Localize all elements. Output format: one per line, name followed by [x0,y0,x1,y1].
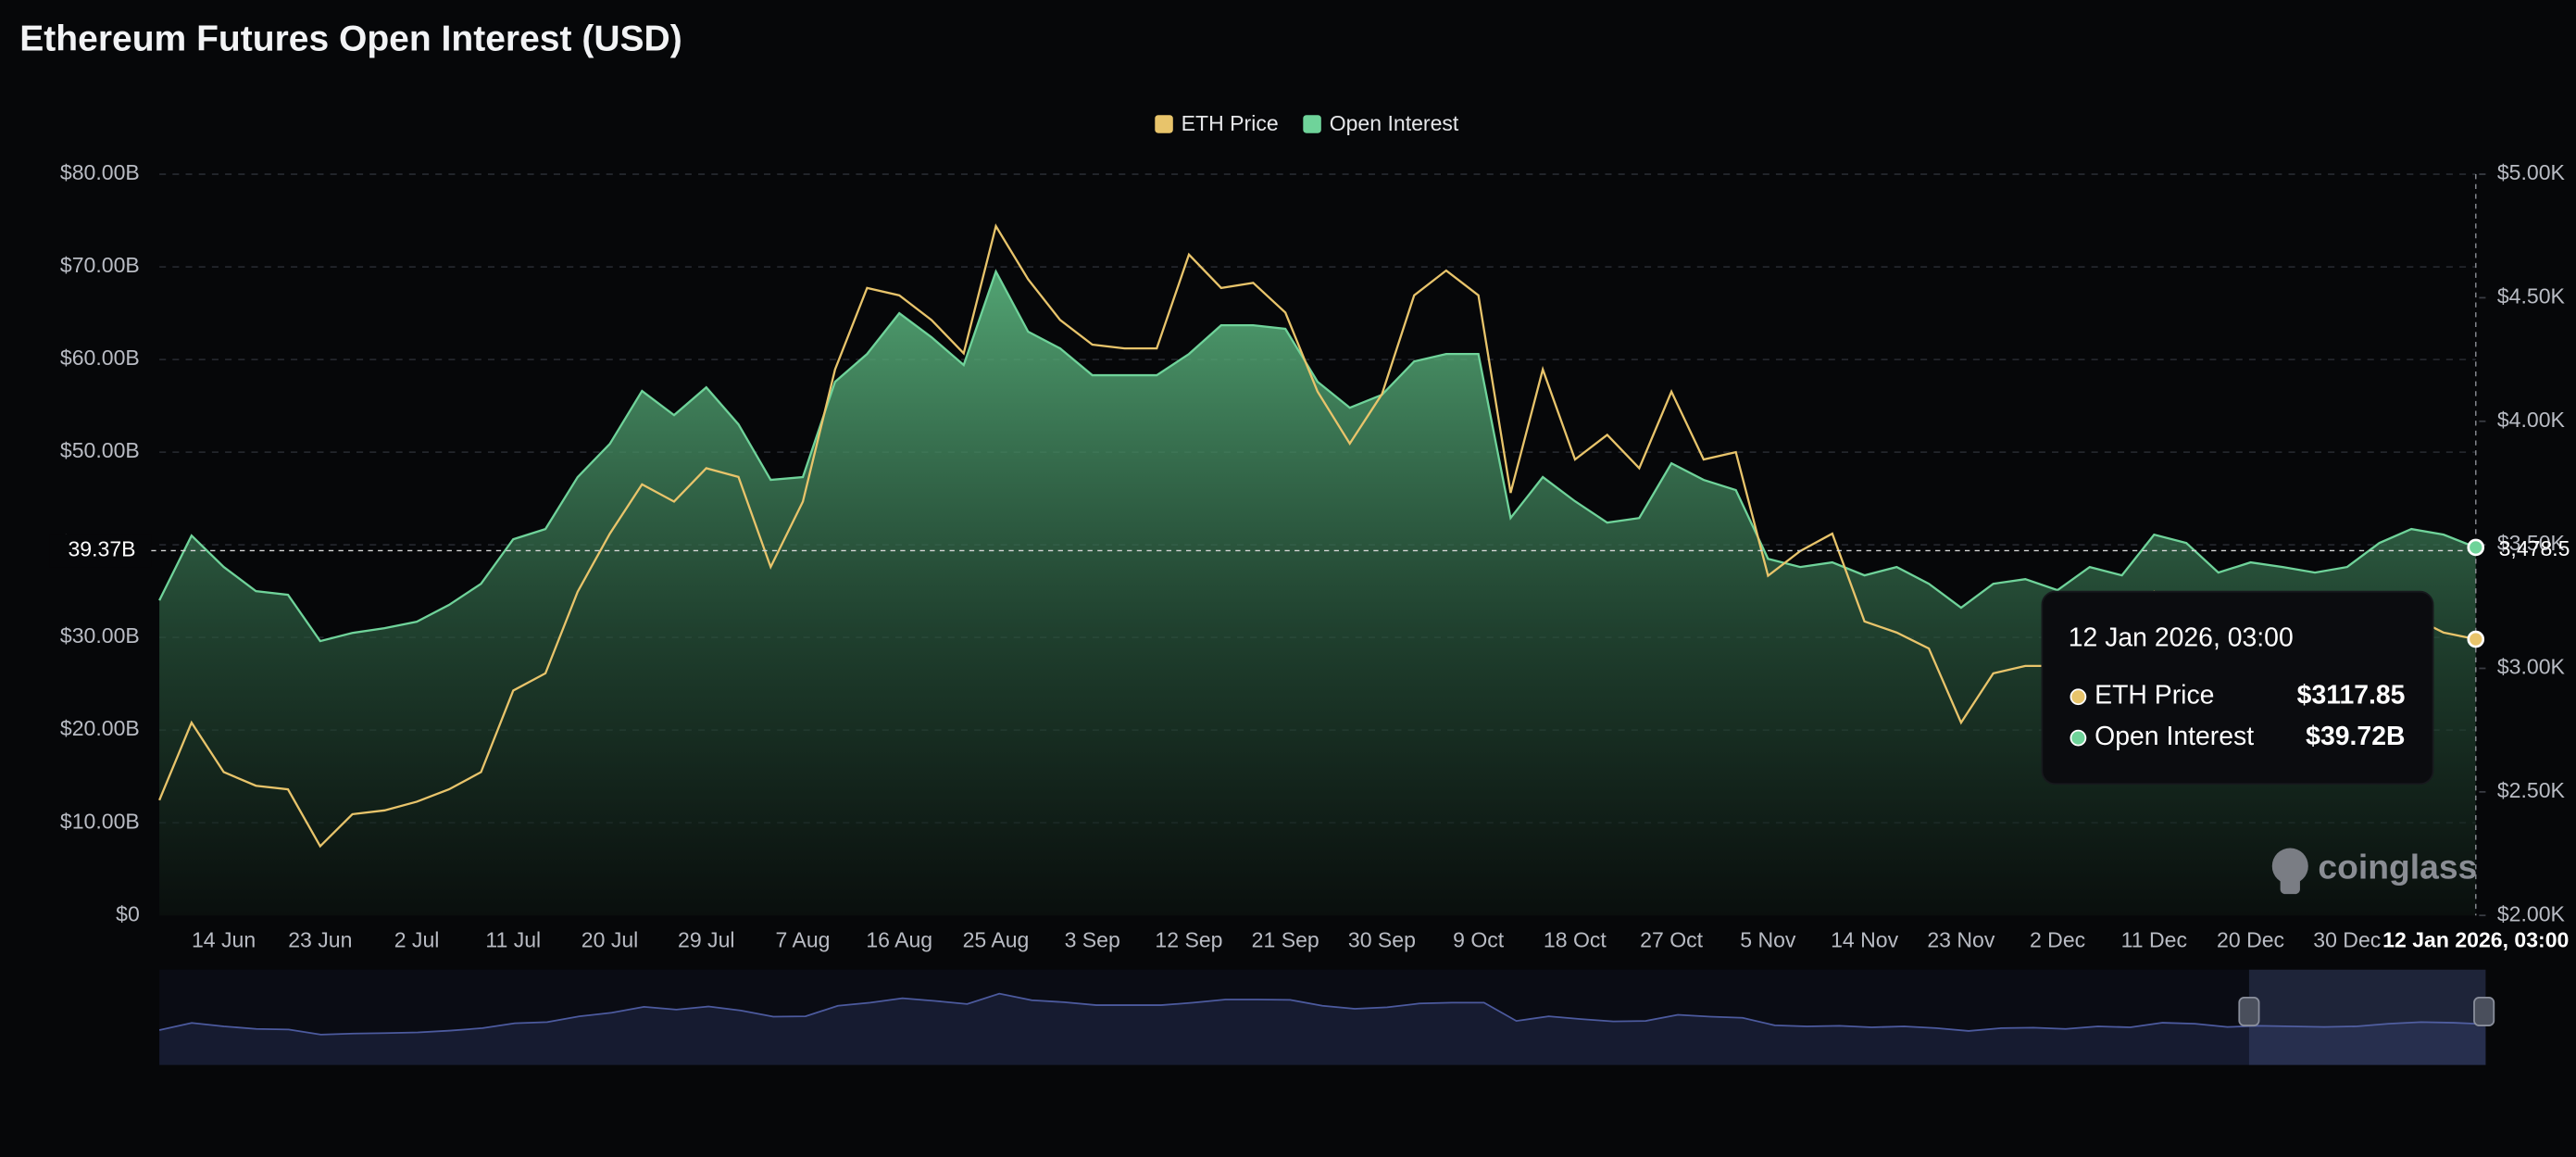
y2-tick-label: $2.50K [2497,778,2566,802]
x-tick-label: 14 Nov [1831,928,1899,952]
y-tick-label: $0 [116,901,140,925]
series-line [158,269,2477,643]
x-tick-label: 12 Jan 2026, 03:00 [2382,928,2569,952]
legend-label: Open Interest [1330,111,1459,135]
tooltip-dot [2070,688,2087,706]
legend-swatch [1155,115,1173,133]
y2-tick-label: $4.00K [2497,408,2566,432]
y-tick-label: $10.00B [60,809,140,833]
tooltip-title: 12 Jan 2026, 03:00 [2069,623,2294,653]
x-tick-label: 30 Dec [2313,928,2381,952]
watermark-icon [2280,873,2300,895]
crosshair-y-label: 39.37B [68,537,135,561]
x-tick-label: 5 Nov [1740,928,1796,952]
x-tick-label: 14 Jun [192,928,256,952]
y-tick-label: $30.00B [60,623,140,648]
y2-tick-label: $3.00K [2497,655,2566,679]
y-tick-label: $60.00B [60,346,140,370]
point-marker [2467,538,2485,557]
watermark: coinglass [2318,847,2477,886]
legend-label: ETH Price [1182,111,1279,135]
navigator-handle[interactable] [2238,997,2260,1026]
x-tick-label: 9 Oct [1453,928,1505,952]
x-tick-label: 30 Sep [1348,928,1416,952]
y-tick-label: $20.00B [60,716,140,740]
x-tick-label: 11 Dec [2121,928,2187,952]
crosshair-y2-label: 3,478.5 [2499,536,2570,560]
y2-tick-label: $3.50K [2497,531,2566,555]
navigator-handle[interactable] [2473,997,2495,1026]
x-tick-label: 25 Aug [963,928,1030,952]
tooltip-series-name: Open Interest [2095,722,2254,751]
x-tick-label: 7 Aug [776,928,831,952]
tooltip-value: $3117.85 [2297,681,2406,711]
x-tick-label: 2 Dec [2030,928,2085,952]
y2-tick-label: $5.00K [2497,160,2566,184]
x-tick-label: 23 Nov [1927,928,1995,952]
x-tick-label: 18 Oct [1544,928,1607,952]
crosshair-label-box [49,534,152,568]
navigator-line [158,992,2486,1036]
navigator-area [159,993,2486,1065]
x-tick-label: 3 Sep [1065,928,1120,952]
x-tick-label: 2 Jul [394,928,440,952]
y-tick-label: $50.00B [60,438,140,462]
navigator-selection [2248,969,2486,1065]
tooltip-value: $39.72B [2306,722,2405,751]
x-tick-label: 11 Jul [485,928,541,952]
x-tick-label: 20 Jul [581,928,639,952]
x-tick-label: 29 Jul [678,928,735,952]
x-tick-label: 20 Dec [2217,928,2284,952]
y2-tick-label: $2.00K [2497,901,2566,925]
tooltip-dot [2070,729,2087,747]
point-marker [2467,630,2485,648]
y2-tick-label: $4.50K [2497,284,2566,308]
chart-title: Ethereum Futures Open Interest (USD) [19,19,682,59]
area [159,271,2476,916]
x-tick-label: 23 Jun [288,928,352,952]
x-tick-label: 16 Aug [866,928,932,952]
y-tick-label: $80.00B [60,160,140,184]
legend-swatch [1303,115,1321,133]
x-tick-label: 12 Sep [1155,928,1222,952]
tooltip-box [2041,590,2434,786]
x-tick-label: 21 Sep [1252,928,1319,952]
tooltip-series-name: ETH Price [2095,681,2214,711]
y-tick-label: $70.00B [60,253,140,277]
x-tick-label: 27 Oct [1640,928,1703,952]
